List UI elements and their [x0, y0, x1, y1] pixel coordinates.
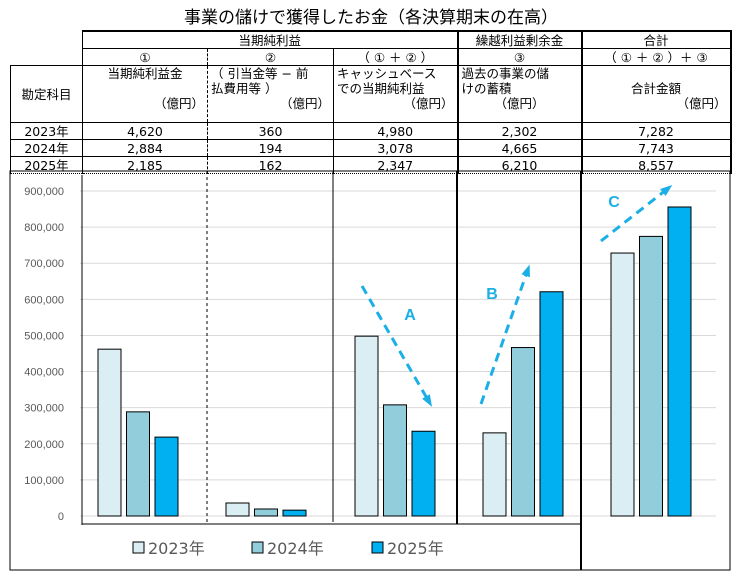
y-tick-label: 700,000 [24, 258, 64, 270]
bar-2025年-0 [154, 436, 179, 517]
row-label-header: 勘定科目 [10, 65, 83, 123]
table-row: 2024年 2,884 194 3,078 4,665 7,743 [10, 139, 732, 157]
group-header-retained: 繰越利益剰余金 [456, 30, 582, 49]
bar-2023年-1 [225, 502, 250, 517]
arrowhead-icon [521, 264, 530, 278]
table-cell: 4,980 [333, 122, 458, 140]
bar-2024年-0 [126, 411, 150, 517]
arrowhead-icon [660, 185, 673, 196]
group-header-total: 合計 [580, 30, 732, 49]
trend-arrow-C [600, 188, 667, 243]
col-header: キャッシュベース での当期純利益 （億円） [333, 65, 458, 123]
y-tick-label: 300,000 [24, 403, 64, 415]
table-cell: 8,557 [580, 156, 732, 174]
col-header-line: 払費用等 ） [211, 81, 278, 96]
table-cell: 2,347 [333, 156, 458, 174]
table-cell: 2,185 [82, 156, 208, 174]
legend-swatch [371, 541, 384, 554]
col-header-unit: （億円） [494, 96, 545, 111]
col-header-line: 過去の事業の儲 [461, 66, 550, 82]
data-table: 当期純利益 繰越利益剰余金 合計 ① ② （ ① ＋ ② ） ③ （ ① ＋ ②… [10, 30, 732, 174]
row-label: 2025年 [10, 156, 83, 174]
col-header-line: 合計金額 [630, 81, 681, 96]
y-tick-label: 200,000 [24, 439, 64, 451]
y-tick-label: 0 [58, 511, 64, 523]
arrowhead-icon [422, 394, 433, 407]
table-cell: 194 [207, 139, 334, 157]
col-header-unit: （億円） [279, 96, 330, 111]
bar-2024年-4 [639, 235, 663, 517]
annotation-label: C [608, 194, 620, 211]
bar-2025年-1 [282, 509, 307, 517]
sub-header-3: （ ① ＋ ② ） [333, 48, 458, 66]
bar-2025年-2 [411, 430, 436, 517]
legend-swatch [251, 541, 264, 554]
group-header-net-income: 当期純利益 [82, 30, 458, 49]
bar-2025年-3 [539, 291, 564, 517]
annotation-label: A [404, 307, 416, 324]
col-header-unit: （億円） [676, 96, 727, 111]
col-header-line: けの蓄積 [461, 81, 512, 96]
bar-2024年-3 [511, 347, 535, 517]
y-tick-label: 500,000 [24, 330, 64, 342]
col-header: 当期純利益金 （億円） [82, 65, 208, 123]
y-tick-label: 400,000 [24, 367, 64, 379]
bar-2023年-2 [354, 335, 379, 517]
y-tick-label: 900,000 [24, 186, 64, 198]
row-label: 2023年 [10, 122, 83, 140]
table-cell: 4,620 [82, 122, 208, 140]
legend-swatch [132, 541, 145, 554]
legend-label: 2025年 [387, 539, 444, 558]
page-title: 事業の儲けで獲得したお金（各決算期末の在高） [184, 8, 558, 28]
y-tick-label: 800,000 [24, 222, 64, 234]
col-header: （ 引当金等 − 前払費用等 ）（億円） [207, 65, 334, 123]
col-header-line: キャッシュベース [337, 66, 437, 82]
y-tick-label: 600,000 [24, 294, 64, 306]
bar-2024年-2 [383, 404, 407, 517]
sub-header-2: ② [207, 48, 334, 66]
table-row: 2025年 2,185 162 2,347 6,210 8,557 [10, 156, 732, 174]
bar-2025年-4 [667, 206, 692, 517]
sub-header-4: ③ [456, 48, 582, 66]
col-header-unit: （億円） [153, 96, 204, 111]
col-header-line: （ 引当金等 − 前 [211, 66, 309, 82]
col-header: 過去の事業の儲 けの蓄積 （億円） [456, 65, 582, 123]
annotation-label: B [486, 286, 498, 303]
table-cell: 2,302 [456, 122, 582, 140]
trend-arrow-B [479, 271, 529, 405]
table-cell: 162 [207, 156, 334, 174]
table-row: 2023年 4,620 360 4,980 2,302 7,282 [10, 122, 732, 140]
table-cell: 6,210 [456, 156, 582, 174]
chart-frame [9, 170, 731, 571]
col-header: 合計金額 （億円） [580, 65, 732, 123]
legend-label: 2024年 [267, 539, 324, 558]
legend-label: 2023年 [148, 539, 205, 558]
bar-2023年-4 [610, 252, 635, 517]
table-cell: 360 [207, 122, 334, 140]
bar-2023年-0 [97, 348, 122, 517]
bar-2023年-3 [482, 432, 507, 517]
sub-header-5: （ ① ＋ ② ）＋ ③ [580, 48, 732, 66]
y-tick-label: 100,000 [24, 475, 64, 487]
col-header-line: 当期純利益金 [107, 66, 183, 82]
col-header-unit: （億円） [403, 96, 454, 111]
trend-arrow-A [360, 285, 430, 401]
bar-2024年-1 [254, 508, 278, 517]
sub-header-1: ① [82, 48, 208, 66]
col-header-line: での当期純利益 [337, 81, 425, 96]
